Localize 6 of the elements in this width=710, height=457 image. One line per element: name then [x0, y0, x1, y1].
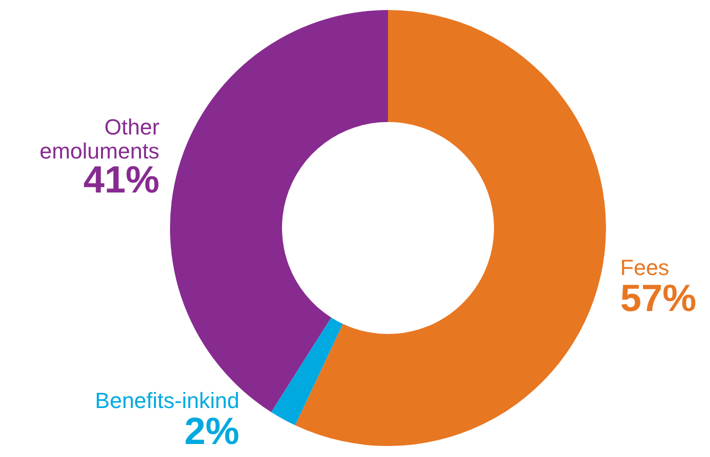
data-label: 57%: [620, 278, 696, 320]
slice-label: Benefits-inkind: [95, 388, 240, 413]
donut-slice: [271, 318, 343, 426]
slice-label: Fees: [620, 254, 670, 280]
data-label: 2%: [184, 411, 240, 453]
donut-slice: [295, 10, 606, 446]
